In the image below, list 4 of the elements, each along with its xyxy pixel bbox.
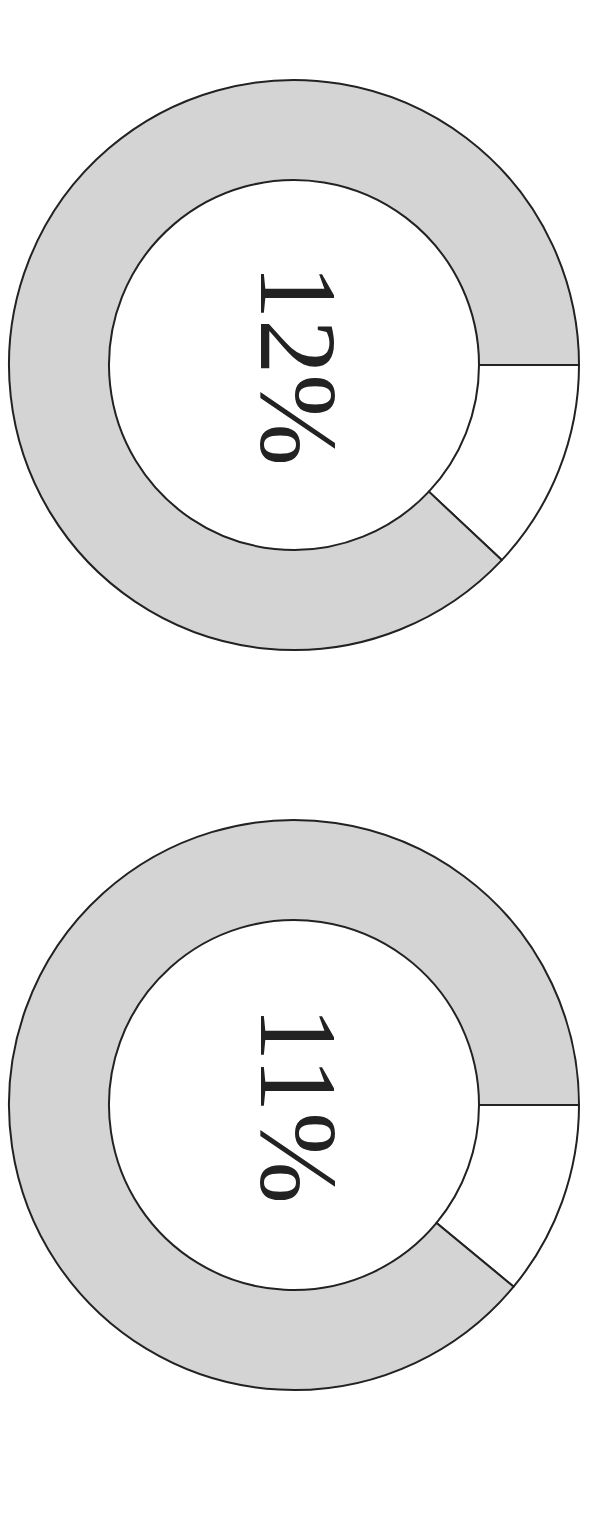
data-label: 12%	[237, 264, 359, 466]
data-label: 11%	[237, 1006, 359, 1204]
donut-slice	[8, 79, 580, 651]
donut-slice	[8, 819, 580, 1391]
